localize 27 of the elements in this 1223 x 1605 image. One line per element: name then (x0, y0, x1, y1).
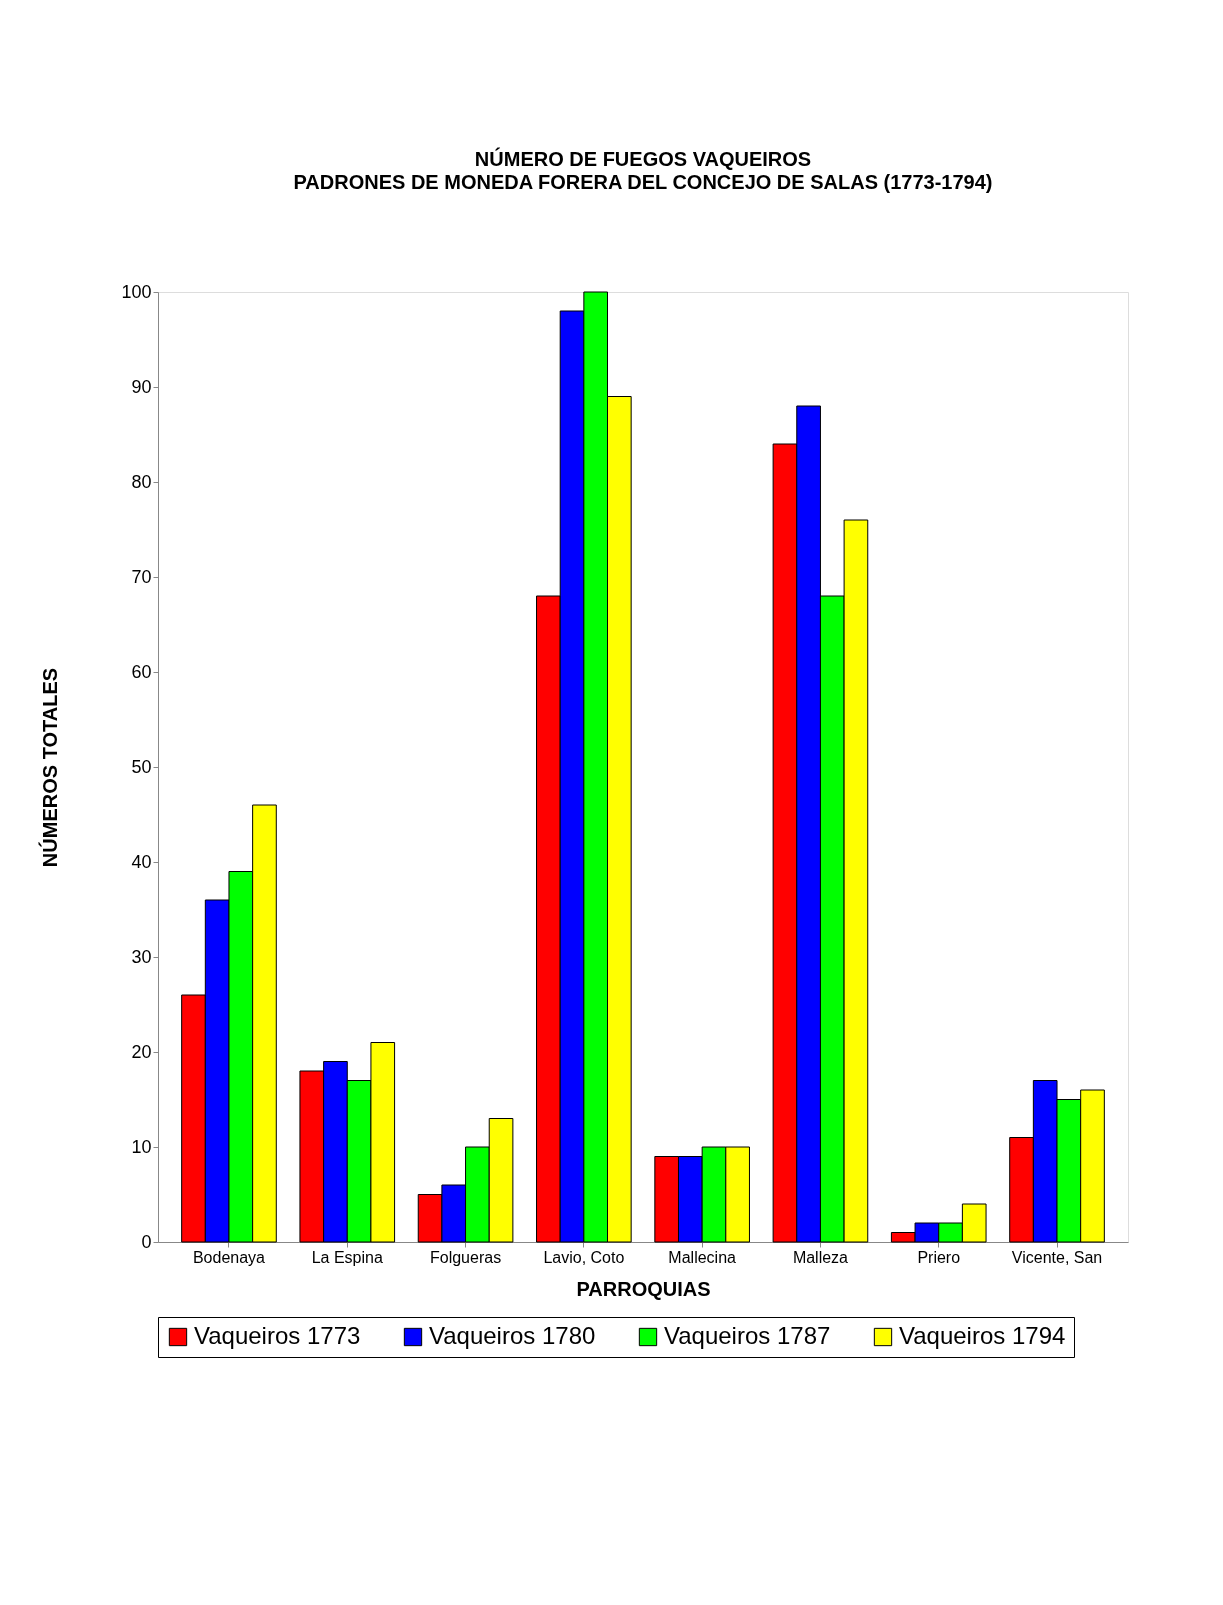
y-tick-label: 10 (131, 1136, 152, 1157)
x-tick-label: Lavio, Coto (543, 1248, 625, 1266)
y-tick-label: 60 (131, 661, 152, 682)
x-tick-label: La Espina (311, 1248, 383, 1266)
y-tick-label: 20 (131, 1041, 152, 1062)
x-tick-label: Folgueras (429, 1248, 502, 1266)
legend-label: Vaqueiros 1780 (429, 1322, 596, 1349)
x-axis-title: PARROQUIAS (576, 1277, 711, 1300)
y-tick-label: 50 (131, 756, 152, 777)
y-tick-label: 0 (141, 1231, 152, 1252)
y-tick-label: 80 (131, 471, 152, 492)
x-tick-label: Mallecina (668, 1248, 737, 1266)
legend-label: Vaqueiros 1773 (194, 1322, 361, 1349)
chart-title: NÚMERO DE FUEGOS VAQUEIROS (474, 147, 812, 170)
x-tick-label: Priero (917, 1248, 961, 1266)
y-tick-label: 100 (121, 281, 152, 302)
y-axis-title: NÚMEROS TOTALES (38, 667, 62, 868)
x-tick-label: Vicente, San (1011, 1248, 1103, 1266)
y-tick-label: 30 (131, 946, 152, 967)
x-tick-label: Bodenaya (192, 1248, 266, 1266)
y-tick-label: 70 (131, 566, 152, 587)
x-tick-label: Malleza (792, 1248, 849, 1266)
y-tick-label: 40 (131, 851, 152, 872)
legend-label: Vaqueiros 1794 (899, 1322, 1066, 1349)
chart-subtitle: PADRONES DE MONEDA FORERA DEL CONCEJO DE SALAS (1773-1794) (293, 171, 993, 193)
y-tick-label: 90 (131, 376, 152, 397)
legend-label: Vaqueiros 1787 (664, 1322, 831, 1349)
